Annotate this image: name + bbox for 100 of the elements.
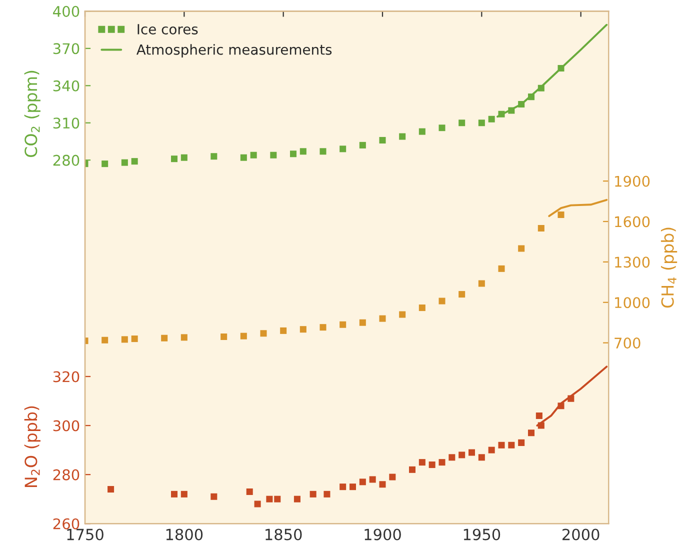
point [379, 315, 386, 322]
point [458, 120, 466, 126]
point [359, 142, 366, 148]
line-series [548, 198, 608, 218]
point [102, 160, 108, 168]
point [518, 439, 525, 446]
point [340, 321, 346, 328]
point [131, 158, 138, 165]
point [399, 311, 406, 318]
point [458, 452, 466, 458]
point [121, 159, 128, 166]
point [359, 319, 366, 326]
y2-tick-label: 1000 [615, 297, 650, 308]
point [108, 486, 114, 493]
point [408, 466, 416, 473]
point [536, 412, 542, 419]
point [131, 336, 138, 342]
point [246, 488, 253, 495]
point [180, 154, 188, 161]
point [478, 280, 485, 287]
point [558, 212, 564, 218]
point [389, 474, 396, 480]
point [498, 442, 505, 448]
y2-tick-label: 1300 [615, 256, 650, 268]
y-tick-label: 280 [53, 154, 80, 166]
point [324, 490, 330, 498]
x-tick-label: 1750 [67, 528, 104, 540]
point [290, 150, 297, 158]
point [379, 136, 386, 144]
point [320, 148, 326, 155]
point [170, 490, 178, 498]
point [210, 153, 218, 160]
point [300, 148, 306, 155]
x-tick-label: 1800 [166, 528, 203, 540]
y3-axis-title: N$_{2}$O (ppb) [24, 406, 40, 487]
x-tick-label: 1900 [364, 528, 401, 540]
point [478, 454, 485, 461]
point [478, 120, 485, 126]
point [349, 484, 356, 490]
x-tick-label: 2000 [562, 528, 600, 540]
y-tick-label: 340 [53, 80, 80, 92]
point [528, 430, 535, 436]
point [320, 324, 326, 331]
point [438, 459, 446, 466]
point [240, 332, 247, 340]
point [210, 493, 218, 500]
point [161, 334, 168, 342]
point [418, 128, 426, 135]
point [220, 334, 228, 340]
point [121, 336, 128, 343]
point [310, 490, 316, 498]
point [266, 496, 273, 502]
point [294, 496, 300, 502]
point [170, 156, 178, 162]
point [488, 446, 495, 454]
point [538, 224, 544, 232]
y2-axis-title: CH$_{4}$ (ppb) [660, 228, 678, 308]
point [340, 484, 346, 490]
point [240, 154, 247, 161]
y3-tick-label: 320 [53, 371, 80, 382]
x-tick-label: 1950 [464, 528, 500, 540]
point [180, 334, 188, 341]
point [488, 116, 495, 122]
point [458, 291, 466, 298]
point [280, 327, 287, 334]
point [418, 459, 426, 466]
point [428, 462, 436, 468]
point [300, 326, 306, 333]
point [418, 304, 426, 312]
y-axis-title: CO$_{2}$ (ppm) [24, 70, 40, 157]
point [448, 454, 456, 461]
point [518, 245, 525, 252]
point [369, 476, 376, 483]
point [508, 442, 515, 448]
point [102, 336, 108, 344]
y2-tick-label: 1600 [615, 216, 650, 228]
point [438, 298, 446, 304]
point [379, 481, 386, 488]
y2-tick-label: 1900 [615, 176, 650, 187]
point [468, 449, 476, 456]
point [498, 265, 505, 272]
y3-tick-label: 300 [53, 420, 80, 432]
point [250, 152, 257, 158]
point [260, 330, 267, 337]
y-tick-label: 370 [53, 43, 80, 54]
point [399, 133, 406, 140]
y2-tick-label: 700 [614, 338, 640, 349]
point [270, 152, 277, 158]
x-tick-label: 1850 [266, 528, 302, 540]
point [438, 124, 446, 132]
legend-label: Ice cores [138, 24, 198, 34]
point [359, 478, 366, 486]
point [274, 496, 281, 502]
point [340, 146, 346, 152]
y3-tick-label: 260 [53, 518, 80, 530]
point [180, 490, 188, 498]
y-tick-label: 310 [53, 118, 80, 129]
legend-label: Atmospheric measurements [136, 44, 332, 58]
y-tick-label: 400 [53, 6, 80, 17]
point [254, 500, 261, 508]
